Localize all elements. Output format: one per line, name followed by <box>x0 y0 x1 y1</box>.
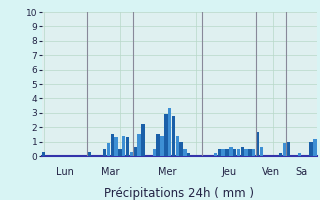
Bar <box>313 139 316 156</box>
Bar <box>118 149 122 156</box>
Bar <box>218 149 221 156</box>
Bar <box>122 136 125 156</box>
Bar <box>187 153 190 156</box>
Text: Ven: Ven <box>262 167 280 177</box>
Text: Sa: Sa <box>295 167 308 177</box>
Bar <box>160 136 164 156</box>
Text: Lun: Lun <box>56 167 74 177</box>
Bar <box>298 153 301 156</box>
Bar <box>141 124 145 156</box>
Bar <box>115 137 118 156</box>
Bar <box>214 153 217 156</box>
Bar <box>252 149 255 156</box>
Bar <box>176 136 179 156</box>
Bar <box>260 147 263 156</box>
Bar <box>233 149 236 156</box>
Bar <box>286 142 290 156</box>
Bar <box>88 152 91 156</box>
Bar <box>283 143 286 156</box>
Bar <box>153 149 156 156</box>
Bar <box>229 147 233 156</box>
Bar <box>133 147 137 156</box>
Bar <box>156 134 160 156</box>
Bar <box>126 137 129 156</box>
Bar <box>107 143 110 156</box>
Bar <box>168 108 172 156</box>
Bar <box>183 149 187 156</box>
Bar <box>172 116 175 156</box>
Text: Jeu: Jeu <box>221 167 236 177</box>
Bar <box>111 134 114 156</box>
Bar <box>256 132 259 156</box>
Bar <box>309 142 313 156</box>
Bar <box>221 149 225 156</box>
Bar <box>279 153 282 156</box>
Bar <box>237 149 240 156</box>
Text: Mer: Mer <box>158 167 177 177</box>
Bar <box>241 147 244 156</box>
Bar <box>248 149 252 156</box>
Bar <box>244 149 248 156</box>
Bar <box>103 149 106 156</box>
Text: Mar: Mar <box>101 167 120 177</box>
Bar <box>137 134 141 156</box>
Bar <box>164 114 168 156</box>
Text: Précipitations 24h ( mm ): Précipitations 24h ( mm ) <box>104 187 254 200</box>
Bar <box>130 152 133 156</box>
Bar <box>225 149 229 156</box>
Bar <box>42 152 45 156</box>
Bar <box>180 142 183 156</box>
